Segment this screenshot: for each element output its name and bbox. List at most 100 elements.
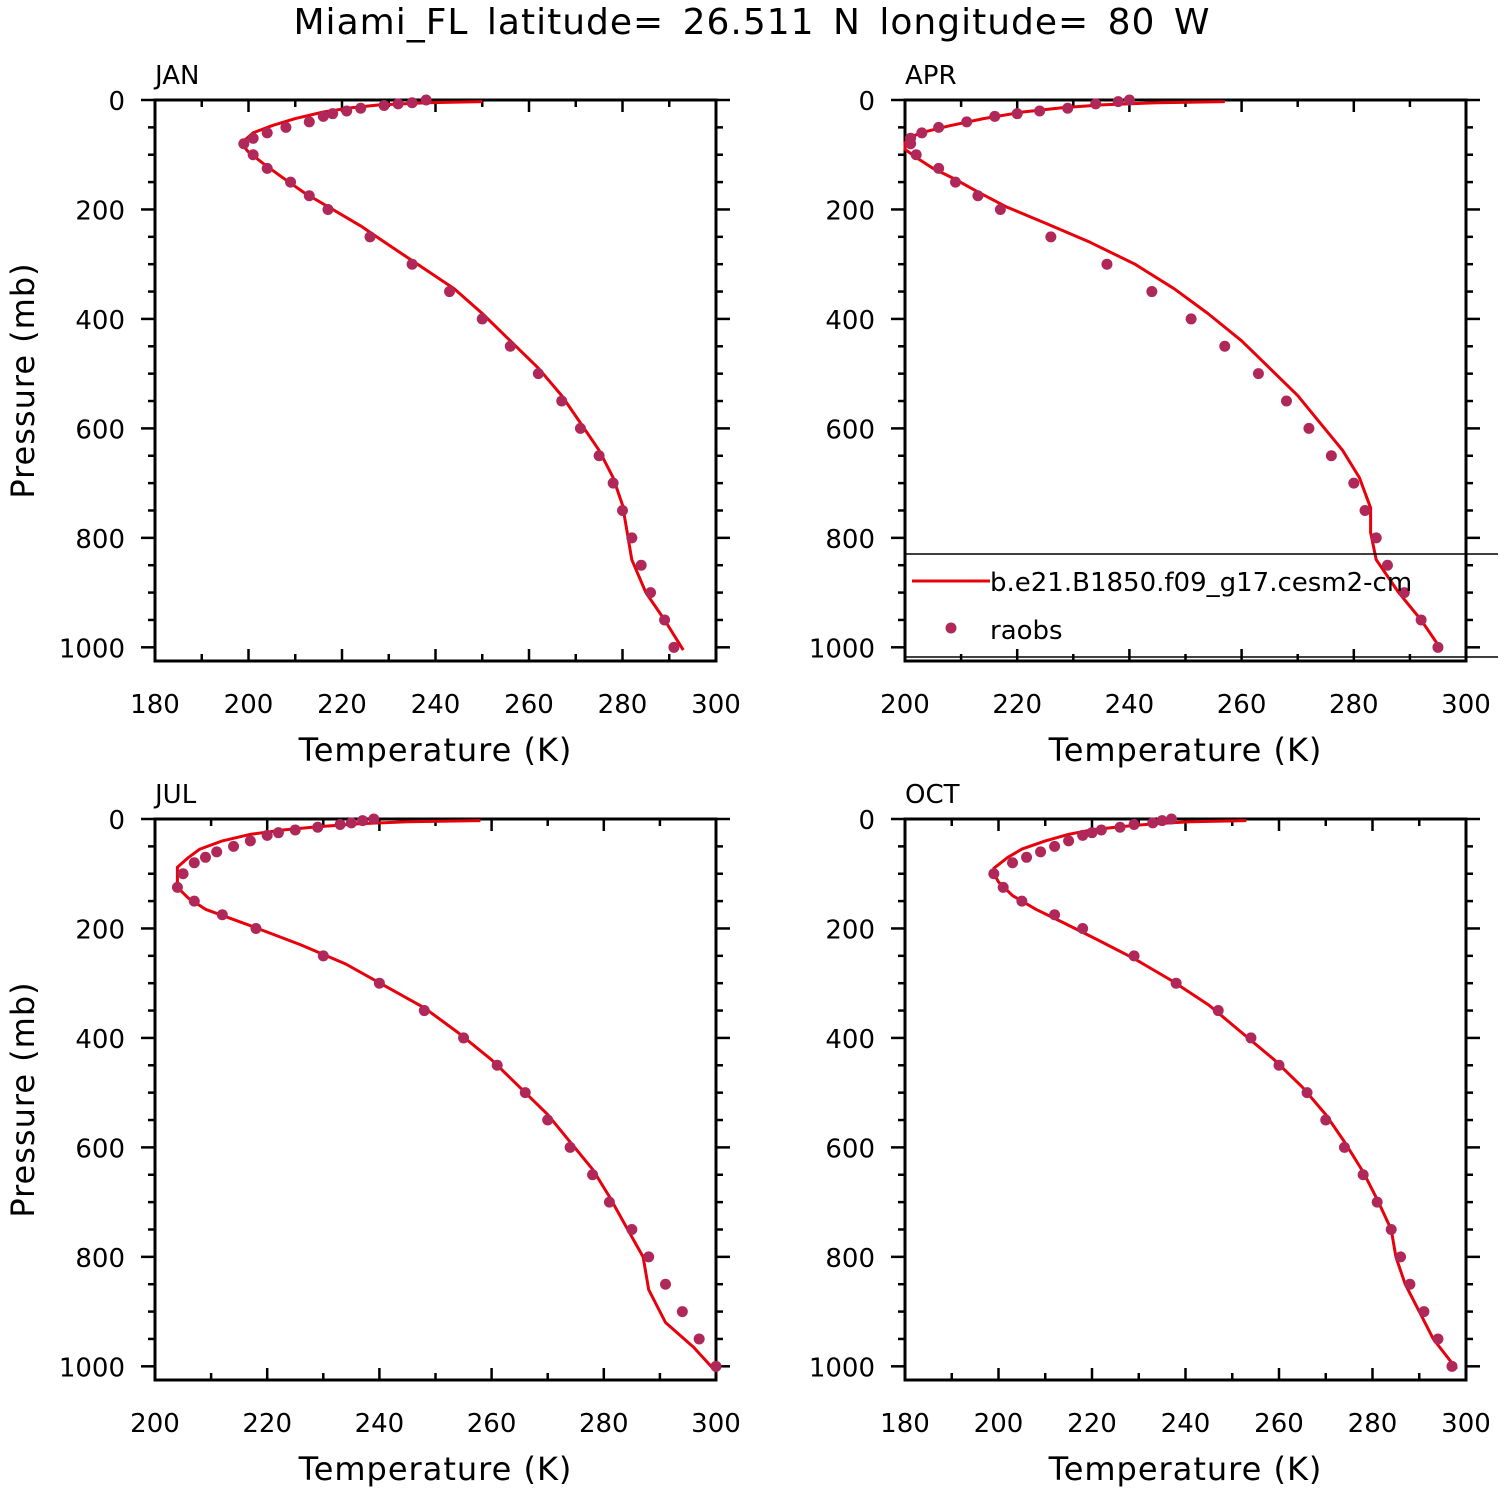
obs-point [406, 97, 418, 109]
obs-point [676, 1306, 688, 1318]
y-tick-label: 600 [75, 415, 125, 445]
legend-obs-label: raobs [990, 616, 1063, 646]
obs-point [280, 121, 292, 133]
obs-point [1146, 286, 1158, 298]
y-tick-label: 1000 [809, 634, 875, 664]
x-tick-label: 240 [1161, 1409, 1211, 1439]
plot-frame [903, 817, 1468, 1382]
panel-jul: 200 220 240 260 280 300 0 200 400 600 800 1000 JUL Te… [4, 780, 741, 1488]
x-tick-label: 200 [880, 690, 930, 720]
obs-point [1114, 821, 1126, 833]
obs-point [312, 821, 324, 833]
obs-point [1338, 1141, 1350, 1153]
obs-point [1112, 96, 1124, 108]
plot-frame [153, 817, 718, 1382]
y-tick-label: 200 [825, 196, 875, 226]
x-tick-label: 260 [504, 690, 554, 720]
x-tick-label: 180 [880, 1409, 930, 1439]
obs-point [1095, 824, 1107, 836]
obs-point [364, 231, 376, 243]
y-axis-label: Pressure (mb) [4, 981, 42, 1217]
obs-point [303, 190, 315, 202]
x-tick-label: 300 [691, 1409, 741, 1439]
x-tick-label: 220 [992, 690, 1042, 720]
obs-point [355, 102, 367, 114]
obs-point [587, 1169, 599, 1181]
x-tick-label: 300 [1441, 690, 1491, 720]
obs-point [177, 868, 189, 880]
x-tick-label: 240 [411, 690, 461, 720]
y-tick-label: 200 [75, 915, 125, 945]
obs-point [1415, 614, 1427, 626]
obs-point [1301, 1087, 1313, 1099]
obs-point [1212, 1005, 1224, 1017]
obs-point [1348, 477, 1360, 489]
y-tick-label: 400 [75, 1025, 125, 1055]
obs-point [626, 1223, 638, 1235]
x-tick-label: 240 [355, 1409, 405, 1439]
obs-point [392, 98, 404, 110]
panel-oct: 180 200 220 240 260 280 300 0 200 400 600 800 1000 OC… [809, 780, 1491, 1488]
obs-point [989, 110, 1001, 122]
obs-point [668, 641, 680, 653]
obs-point [1123, 94, 1135, 106]
x-tick-label: 200 [224, 690, 274, 720]
obs-point [368, 813, 380, 825]
obs-point [574, 422, 586, 434]
obs-point [645, 587, 657, 599]
obs-point [635, 559, 647, 571]
obs-point [1035, 846, 1047, 858]
obs-point [199, 851, 211, 863]
y-tick-label: 1000 [59, 1353, 125, 1383]
series-line-model [903, 100, 1440, 646]
y-tick-label: 400 [825, 1025, 875, 1055]
obs-point [1128, 818, 1140, 830]
obs-point [1370, 532, 1382, 544]
obs-point [303, 116, 315, 128]
obs-point [261, 829, 273, 841]
obs-point [444, 286, 456, 298]
x-axis-label: Temperature (K) [1048, 1450, 1323, 1488]
obs-point [1273, 1059, 1285, 1071]
obs-point [593, 450, 605, 462]
obs-point [542, 1114, 554, 1126]
obs-point [1077, 922, 1089, 934]
x-tick-label: 280 [579, 1409, 629, 1439]
obs-point [643, 1251, 655, 1263]
obs-point [1011, 108, 1023, 120]
obs-point [261, 127, 273, 139]
obs-point [1418, 1306, 1430, 1318]
obs-point [933, 162, 945, 174]
obs-point [188, 895, 200, 907]
obs-point [247, 132, 259, 144]
obs-point [378, 99, 390, 111]
x-tick-label: 180 [130, 690, 180, 720]
obs-point [1395, 1251, 1407, 1263]
obs-point [1381, 559, 1393, 571]
x-tick-label: 300 [1441, 1409, 1491, 1439]
x-tick-label: 200 [130, 1409, 180, 1439]
panel-apr: 200 220 240 260 280 300 0 200 400 600 800 1000 APR Te… [809, 61, 1498, 769]
obs-point [910, 149, 922, 161]
plot-frame [153, 98, 718, 663]
obs-point [238, 138, 250, 150]
obs-point [1007, 857, 1019, 869]
x-tick-label: 260 [1254, 1409, 1304, 1439]
obs-point [1165, 813, 1177, 825]
obs-point [1325, 450, 1337, 462]
obs-point [216, 909, 228, 921]
obs-point [1398, 587, 1410, 599]
obs-point [564, 1141, 576, 1153]
obs-point [491, 1059, 503, 1071]
obs-point [961, 116, 973, 128]
obs-point [211, 846, 223, 858]
obs-point [607, 477, 619, 489]
obs-point [285, 176, 297, 188]
obs-point [693, 1333, 705, 1345]
x-tick-label: 220 [242, 1409, 292, 1439]
obs-point [334, 818, 346, 830]
obs-point [1077, 829, 1089, 841]
obs-point [1385, 1223, 1397, 1235]
x-axis-label: Temperature (K) [1048, 731, 1323, 769]
